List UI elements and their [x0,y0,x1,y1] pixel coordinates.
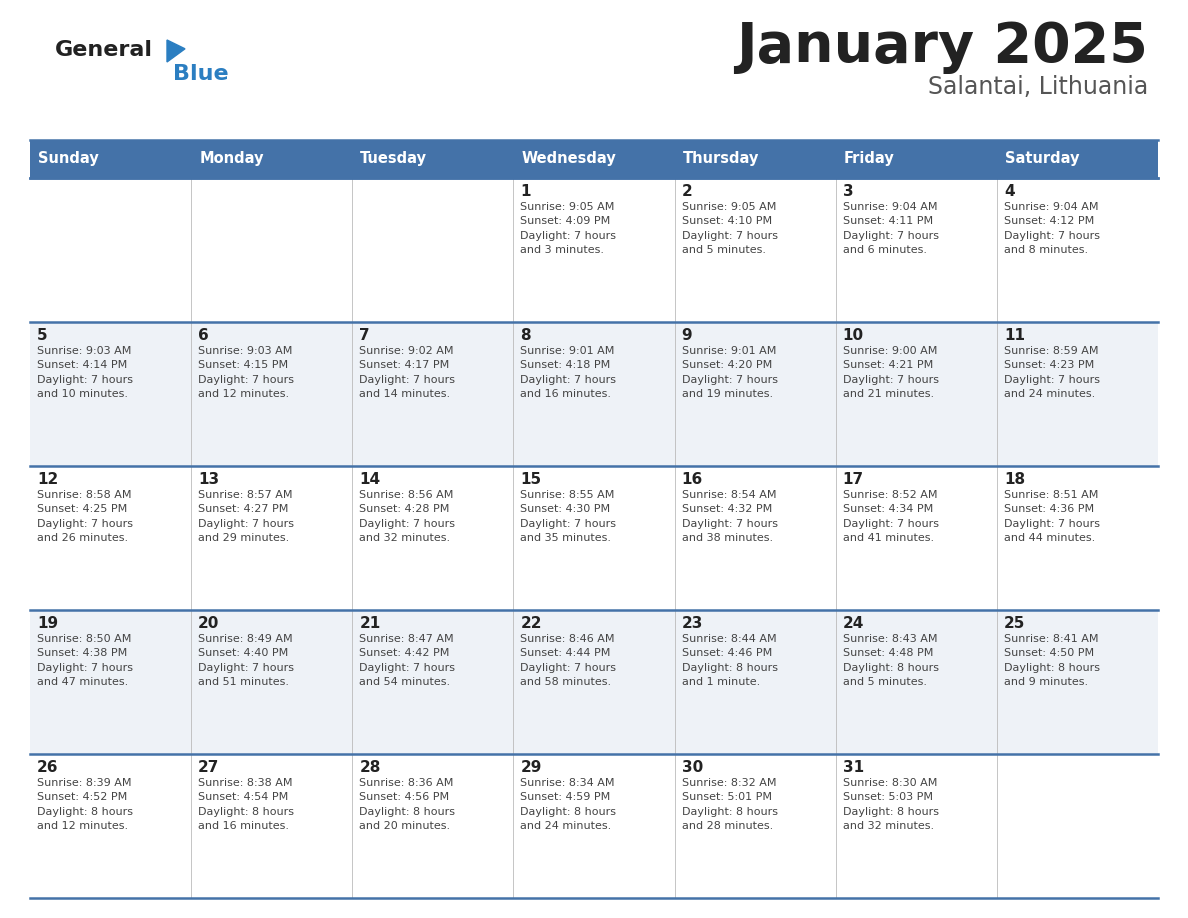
Text: Sunrise: 9:04 AM
Sunset: 4:11 PM
Daylight: 7 hours
and 6 minutes.: Sunrise: 9:04 AM Sunset: 4:11 PM Dayligh… [842,202,939,255]
Text: General: General [55,40,153,60]
Text: Sunrise: 8:54 AM
Sunset: 4:32 PM
Daylight: 7 hours
and 38 minutes.: Sunrise: 8:54 AM Sunset: 4:32 PM Dayligh… [682,490,778,543]
Text: 21: 21 [359,616,380,631]
Text: 10: 10 [842,328,864,343]
Text: Sunrise: 9:04 AM
Sunset: 4:12 PM
Daylight: 7 hours
and 8 minutes.: Sunrise: 9:04 AM Sunset: 4:12 PM Dayligh… [1004,202,1100,255]
Text: Sunrise: 9:05 AM
Sunset: 4:10 PM
Daylight: 7 hours
and 5 minutes.: Sunrise: 9:05 AM Sunset: 4:10 PM Dayligh… [682,202,778,255]
Text: Sunrise: 8:39 AM
Sunset: 4:52 PM
Daylight: 8 hours
and 12 minutes.: Sunrise: 8:39 AM Sunset: 4:52 PM Dayligh… [37,778,133,831]
Polygon shape [168,40,185,62]
Text: 26: 26 [37,760,58,775]
Text: 12: 12 [37,472,58,487]
Text: 14: 14 [359,472,380,487]
Text: 28: 28 [359,760,380,775]
Text: 23: 23 [682,616,703,631]
Text: Sunday: Sunday [38,151,99,166]
Text: Sunrise: 9:00 AM
Sunset: 4:21 PM
Daylight: 7 hours
and 21 minutes.: Sunrise: 9:00 AM Sunset: 4:21 PM Dayligh… [842,346,939,399]
Text: 1: 1 [520,184,531,199]
Bar [30,610,1158,754]
Text: Sunrise: 8:41 AM
Sunset: 4:50 PM
Daylight: 8 hours
and 9 minutes.: Sunrise: 8:41 AM Sunset: 4:50 PM Dayligh… [1004,634,1100,688]
Text: 31: 31 [842,760,864,775]
Bar [30,140,1158,178]
Text: Sunrise: 9:03 AM
Sunset: 4:15 PM
Daylight: 7 hours
and 12 minutes.: Sunrise: 9:03 AM Sunset: 4:15 PM Dayligh… [198,346,295,399]
Text: 30: 30 [682,760,703,775]
Text: Monday: Monday [200,151,264,166]
Text: Sunrise: 9:01 AM
Sunset: 4:20 PM
Daylight: 7 hours
and 19 minutes.: Sunrise: 9:01 AM Sunset: 4:20 PM Dayligh… [682,346,778,399]
Text: Sunrise: 8:57 AM
Sunset: 4:27 PM
Daylight: 7 hours
and 29 minutes.: Sunrise: 8:57 AM Sunset: 4:27 PM Dayligh… [198,490,295,543]
Text: Sunrise: 8:59 AM
Sunset: 4:23 PM
Daylight: 7 hours
and 24 minutes.: Sunrise: 8:59 AM Sunset: 4:23 PM Dayligh… [1004,346,1100,399]
Text: 27: 27 [198,760,220,775]
Text: 24: 24 [842,616,864,631]
Text: January 2025: January 2025 [737,20,1148,74]
Text: 19: 19 [37,616,58,631]
Text: Tuesday: Tuesday [360,151,428,166]
Text: Sunrise: 8:38 AM
Sunset: 4:54 PM
Daylight: 8 hours
and 16 minutes.: Sunrise: 8:38 AM Sunset: 4:54 PM Dayligh… [198,778,295,831]
Text: Thursday: Thursday [683,151,759,166]
Text: Sunrise: 8:55 AM
Sunset: 4:30 PM
Daylight: 7 hours
and 35 minutes.: Sunrise: 8:55 AM Sunset: 4:30 PM Dayligh… [520,490,617,543]
Text: Sunrise: 9:03 AM
Sunset: 4:14 PM
Daylight: 7 hours
and 10 minutes.: Sunrise: 9:03 AM Sunset: 4:14 PM Dayligh… [37,346,133,399]
Text: Saturday: Saturday [1005,151,1080,166]
Text: Sunrise: 8:50 AM
Sunset: 4:38 PM
Daylight: 7 hours
and 47 minutes.: Sunrise: 8:50 AM Sunset: 4:38 PM Dayligh… [37,634,133,688]
Text: 22: 22 [520,616,542,631]
Text: Sunrise: 8:43 AM
Sunset: 4:48 PM
Daylight: 8 hours
and 5 minutes.: Sunrise: 8:43 AM Sunset: 4:48 PM Dayligh… [842,634,939,688]
Text: 8: 8 [520,328,531,343]
Text: 18: 18 [1004,472,1025,487]
Text: 13: 13 [198,472,220,487]
Text: Sunrise: 8:52 AM
Sunset: 4:34 PM
Daylight: 7 hours
and 41 minutes.: Sunrise: 8:52 AM Sunset: 4:34 PM Dayligh… [842,490,939,543]
Text: 7: 7 [359,328,369,343]
Text: Sunrise: 9:02 AM
Sunset: 4:17 PM
Daylight: 7 hours
and 14 minutes.: Sunrise: 9:02 AM Sunset: 4:17 PM Dayligh… [359,346,455,399]
Bar [30,754,1158,898]
Text: 25: 25 [1004,616,1025,631]
Text: Sunrise: 8:32 AM
Sunset: 5:01 PM
Daylight: 8 hours
and 28 minutes.: Sunrise: 8:32 AM Sunset: 5:01 PM Dayligh… [682,778,778,831]
Text: Salantai, Lithuania: Salantai, Lithuania [928,75,1148,99]
Text: Sunrise: 8:51 AM
Sunset: 4:36 PM
Daylight: 7 hours
and 44 minutes.: Sunrise: 8:51 AM Sunset: 4:36 PM Dayligh… [1004,490,1100,543]
Text: Sunrise: 8:56 AM
Sunset: 4:28 PM
Daylight: 7 hours
and 32 minutes.: Sunrise: 8:56 AM Sunset: 4:28 PM Dayligh… [359,490,455,543]
Text: Friday: Friday [843,151,895,166]
Text: 5: 5 [37,328,48,343]
Text: Sunrise: 8:34 AM
Sunset: 4:59 PM
Daylight: 8 hours
and 24 minutes.: Sunrise: 8:34 AM Sunset: 4:59 PM Dayligh… [520,778,617,831]
Bar [30,466,1158,610]
Text: Blue: Blue [173,64,228,84]
Text: 6: 6 [198,328,209,343]
Text: 17: 17 [842,472,864,487]
Bar [30,322,1158,466]
Text: 29: 29 [520,760,542,775]
Text: Sunrise: 8:30 AM
Sunset: 5:03 PM
Daylight: 8 hours
and 32 minutes.: Sunrise: 8:30 AM Sunset: 5:03 PM Dayligh… [842,778,939,831]
Text: Sunrise: 8:44 AM
Sunset: 4:46 PM
Daylight: 8 hours
and 1 minute.: Sunrise: 8:44 AM Sunset: 4:46 PM Dayligh… [682,634,778,688]
Text: Sunrise: 9:05 AM
Sunset: 4:09 PM
Daylight: 7 hours
and 3 minutes.: Sunrise: 9:05 AM Sunset: 4:09 PM Dayligh… [520,202,617,255]
Bar [30,178,1158,322]
Text: Sunrise: 8:36 AM
Sunset: 4:56 PM
Daylight: 8 hours
and 20 minutes.: Sunrise: 8:36 AM Sunset: 4:56 PM Dayligh… [359,778,455,831]
Text: 4: 4 [1004,184,1015,199]
Text: 15: 15 [520,472,542,487]
Text: 20: 20 [198,616,220,631]
Text: Sunrise: 8:47 AM
Sunset: 4:42 PM
Daylight: 7 hours
and 54 minutes.: Sunrise: 8:47 AM Sunset: 4:42 PM Dayligh… [359,634,455,688]
Text: 9: 9 [682,328,693,343]
Text: 3: 3 [842,184,853,199]
Text: Sunrise: 8:46 AM
Sunset: 4:44 PM
Daylight: 7 hours
and 58 minutes.: Sunrise: 8:46 AM Sunset: 4:44 PM Dayligh… [520,634,617,688]
Text: Sunrise: 8:58 AM
Sunset: 4:25 PM
Daylight: 7 hours
and 26 minutes.: Sunrise: 8:58 AM Sunset: 4:25 PM Dayligh… [37,490,133,543]
Text: 2: 2 [682,184,693,199]
Text: Sunrise: 8:49 AM
Sunset: 4:40 PM
Daylight: 7 hours
and 51 minutes.: Sunrise: 8:49 AM Sunset: 4:40 PM Dayligh… [198,634,295,688]
Text: 16: 16 [682,472,703,487]
Text: Wednesday: Wednesday [522,151,617,166]
Text: Sunrise: 9:01 AM
Sunset: 4:18 PM
Daylight: 7 hours
and 16 minutes.: Sunrise: 9:01 AM Sunset: 4:18 PM Dayligh… [520,346,617,399]
Text: 11: 11 [1004,328,1025,343]
